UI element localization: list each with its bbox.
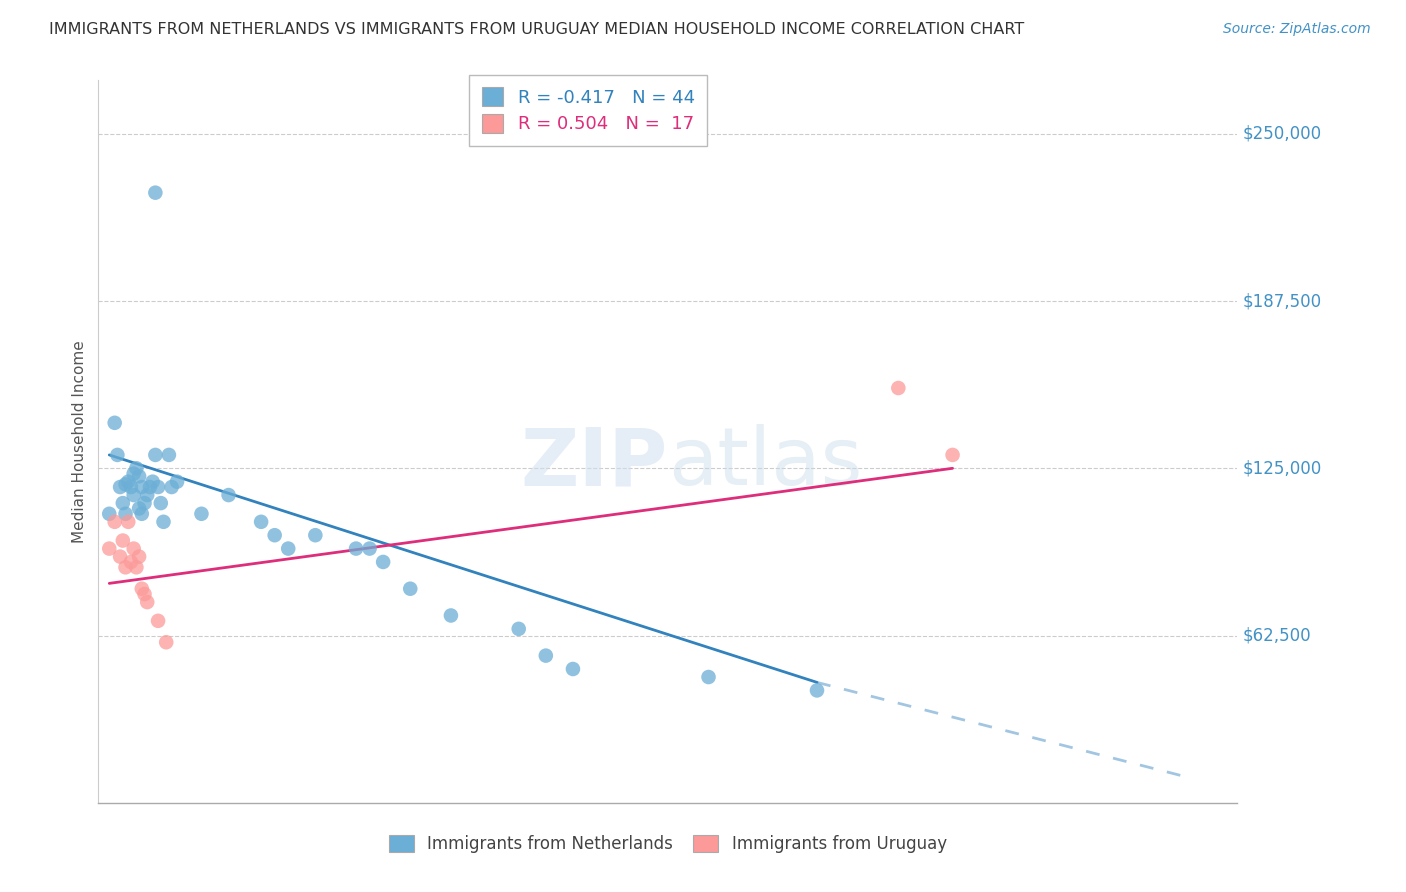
Point <box>218 488 240 502</box>
Point <box>250 515 273 529</box>
Point <box>304 528 326 542</box>
Point <box>277 541 299 556</box>
Point <box>440 608 463 623</box>
Text: IMMIGRANTS FROM NETHERLANDS VS IMMIGRANTS FROM URUGUAY MEDIAN HOUSEHOLD INCOME C: IMMIGRANTS FROM NETHERLANDS VS IMMIGRANT… <box>49 22 1025 37</box>
Point <box>160 480 183 494</box>
Point <box>128 469 150 483</box>
Text: $187,500: $187,500 <box>1243 292 1322 310</box>
Point <box>104 416 127 430</box>
Point <box>108 549 131 564</box>
Point <box>146 480 169 494</box>
Text: Source: ZipAtlas.com: Source: ZipAtlas.com <box>1223 22 1371 37</box>
Point <box>562 662 585 676</box>
Point <box>146 614 169 628</box>
Point <box>942 448 965 462</box>
Point <box>149 496 172 510</box>
Point <box>111 533 134 548</box>
Point <box>125 560 148 574</box>
Point <box>117 515 139 529</box>
Point <box>359 541 381 556</box>
Point <box>120 480 142 494</box>
Point <box>157 448 180 462</box>
Point <box>111 496 134 510</box>
Point <box>98 507 121 521</box>
Point <box>120 555 142 569</box>
Text: ZIP: ZIP <box>520 425 668 502</box>
Point <box>122 467 145 481</box>
Point <box>128 501 150 516</box>
Point <box>145 448 167 462</box>
Point <box>145 186 167 200</box>
Point <box>122 488 145 502</box>
Point <box>134 587 156 601</box>
Point <box>104 515 127 529</box>
Point <box>263 528 285 542</box>
Text: $250,000: $250,000 <box>1243 125 1322 143</box>
Point <box>122 541 145 556</box>
Point <box>114 507 136 521</box>
Text: $125,000: $125,000 <box>1243 459 1322 477</box>
Point <box>128 549 150 564</box>
Point <box>114 477 136 491</box>
Point <box>371 555 394 569</box>
Point <box>534 648 557 663</box>
Point <box>98 541 121 556</box>
Point <box>117 475 139 489</box>
Point <box>399 582 422 596</box>
Point <box>114 560 136 574</box>
Point <box>107 448 129 462</box>
Point <box>155 635 177 649</box>
Point <box>190 507 212 521</box>
Point <box>887 381 910 395</box>
Point <box>806 683 828 698</box>
Point <box>508 622 530 636</box>
Point <box>108 480 131 494</box>
Point <box>697 670 720 684</box>
Point <box>152 515 174 529</box>
Point <box>131 582 153 596</box>
Point <box>166 475 188 489</box>
Legend: Immigrants from Netherlands, Immigrants from Uruguay: Immigrants from Netherlands, Immigrants … <box>382 828 953 860</box>
Point <box>136 488 159 502</box>
Point <box>142 475 165 489</box>
Point <box>131 480 153 494</box>
Point <box>139 480 162 494</box>
Point <box>125 461 148 475</box>
Point <box>344 541 367 556</box>
Text: atlas: atlas <box>668 425 862 502</box>
Text: $62,500: $62,500 <box>1243 626 1312 645</box>
Point <box>136 595 159 609</box>
Point <box>131 507 153 521</box>
Y-axis label: Median Household Income: Median Household Income <box>72 340 87 543</box>
Point <box>134 496 156 510</box>
